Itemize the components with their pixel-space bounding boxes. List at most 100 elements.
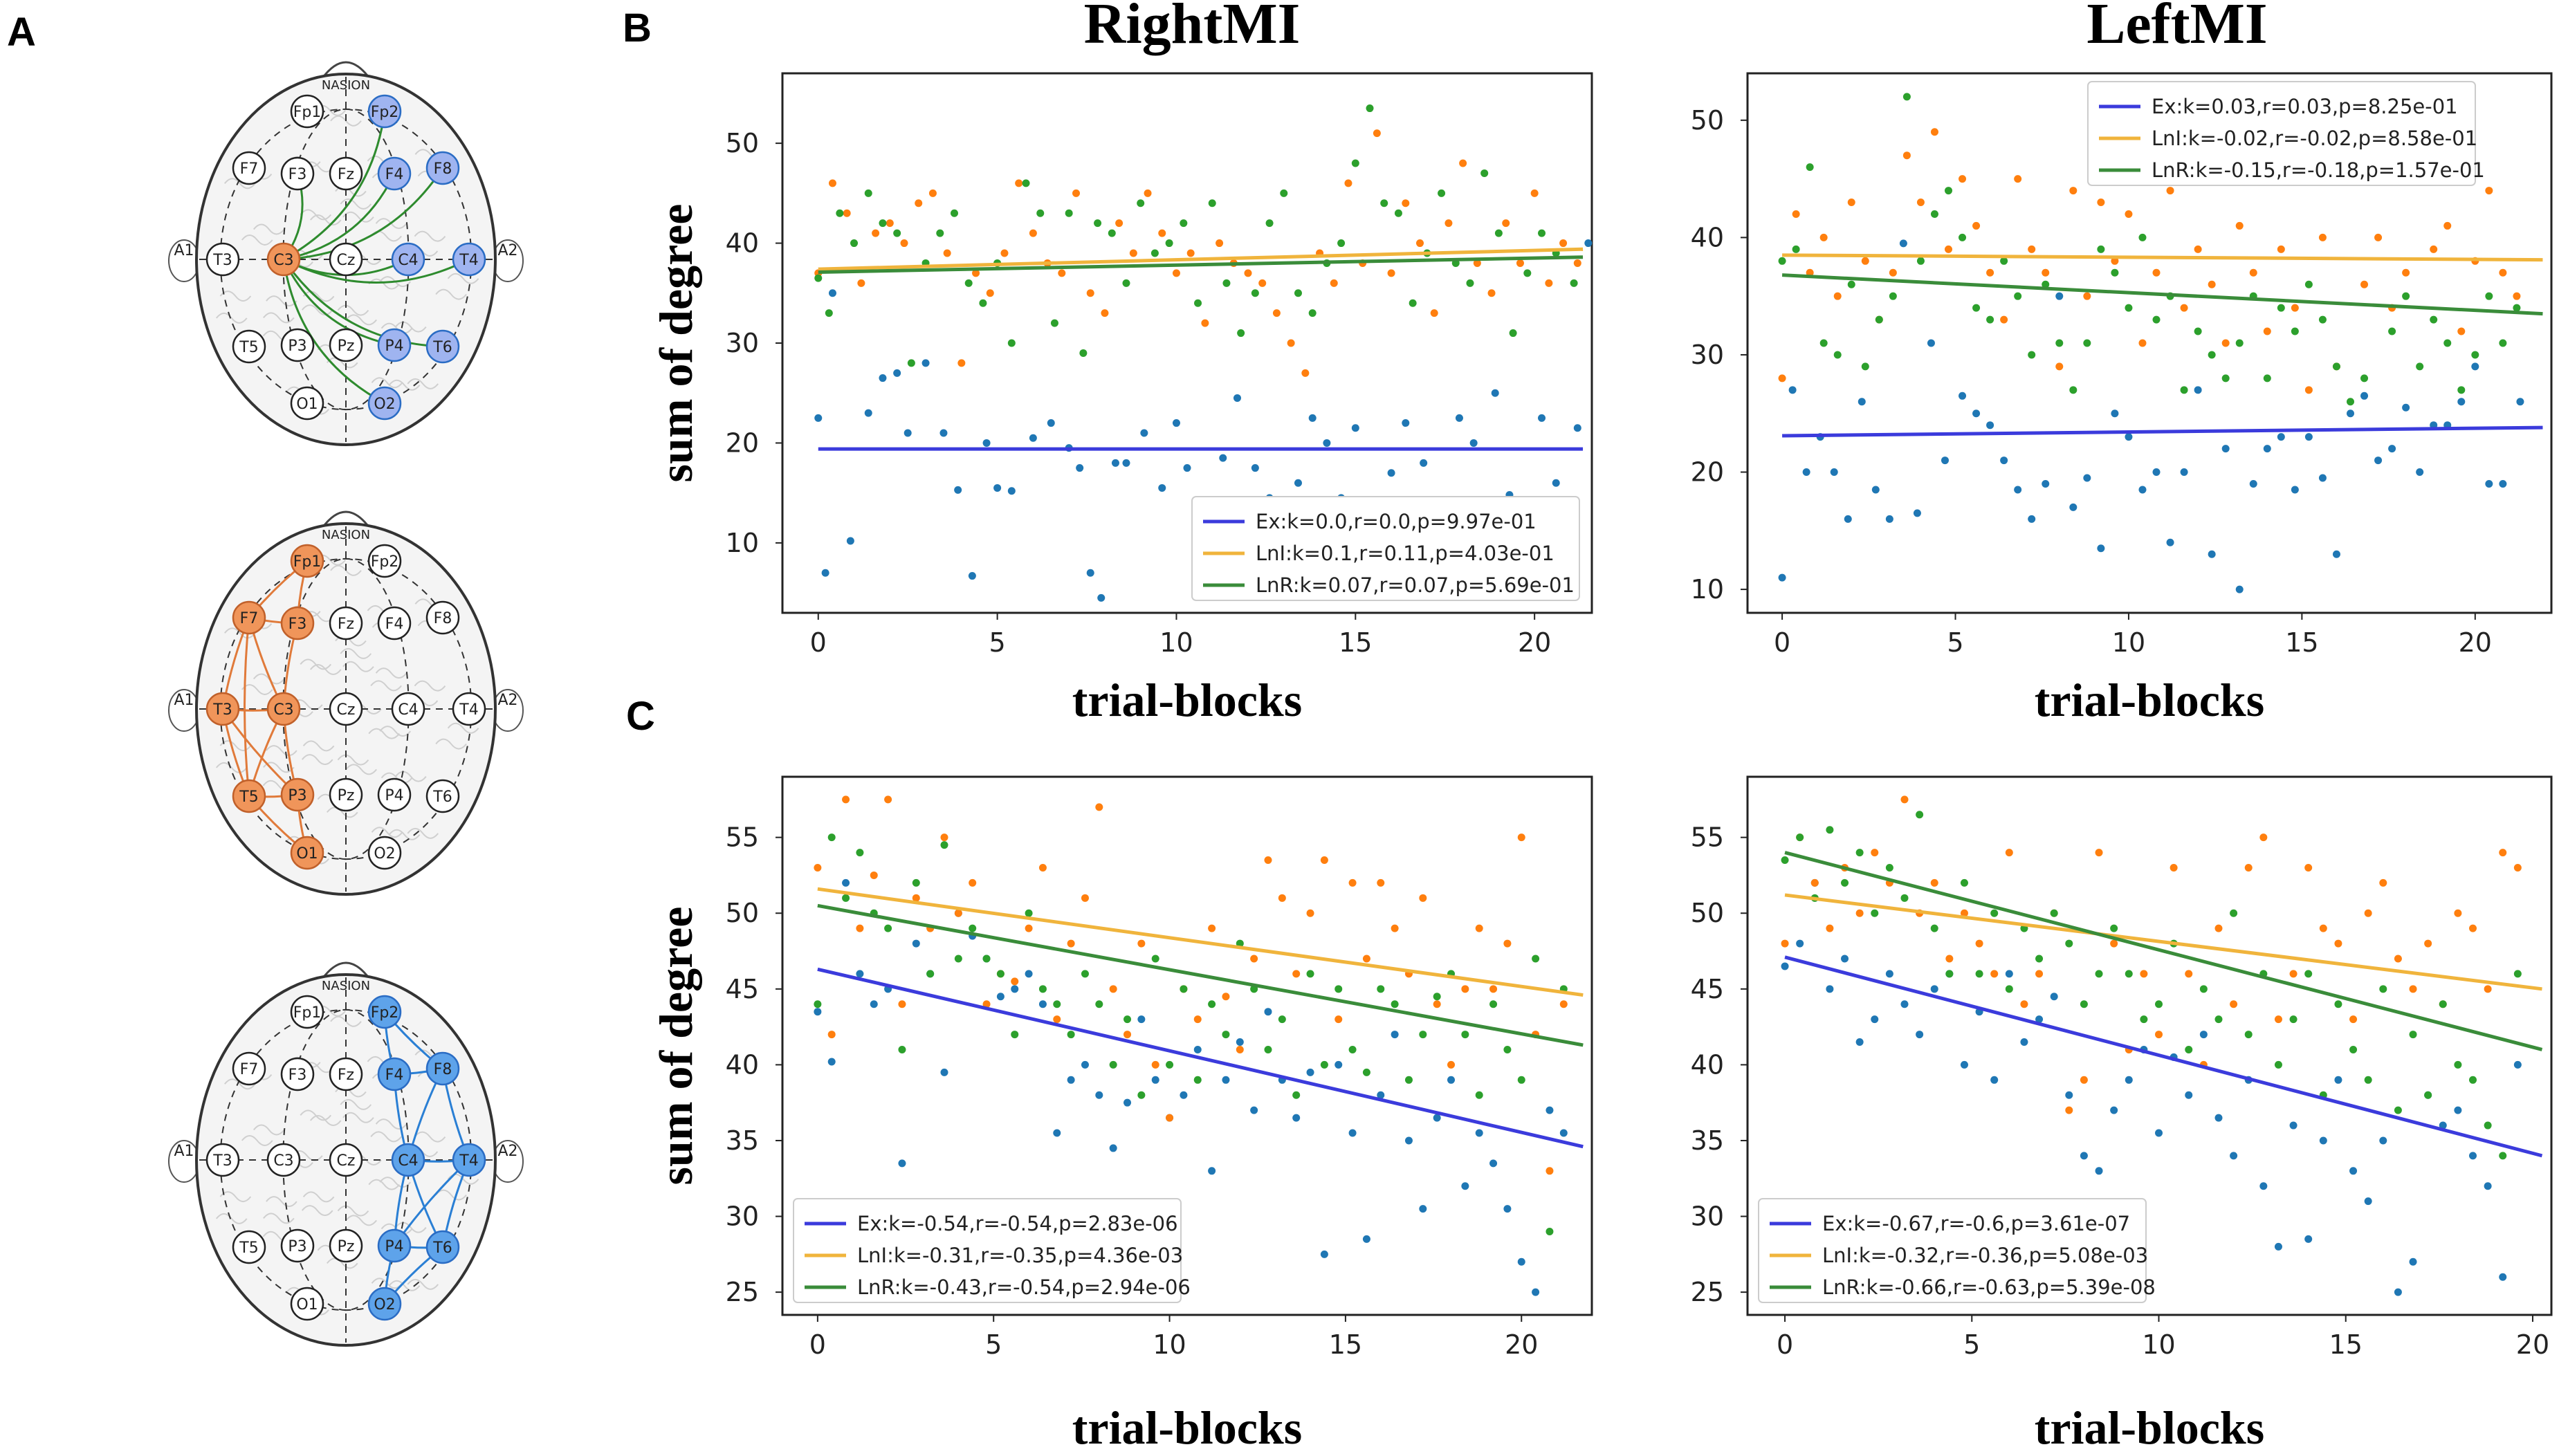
point-ex-6 — [893, 369, 901, 377]
connection-c3-t6 — [282, 259, 443, 348]
electrode-label-p4: P4 — [385, 787, 403, 804]
point-lni-34 — [2289, 970, 2297, 978]
point-lni-20 — [1095, 803, 1103, 811]
brain-fold — [301, 754, 333, 766]
x-tick-label-0: 0 — [1777, 1329, 1793, 1360]
point-ex-39 — [1362, 1235, 1370, 1243]
brain-fold — [342, 211, 374, 223]
brain-fold — [263, 1213, 295, 1224]
electrode-label-f4: F4 — [385, 1067, 404, 1084]
fit-line-lnr — [818, 255, 1584, 274]
point-ex-49 — [2513, 1060, 2522, 1069]
connection-c3-o2 — [282, 259, 385, 405]
point-lnr-32 — [1264, 1045, 1272, 1053]
point-ex-14 — [1011, 985, 1019, 993]
y-tick-label-30: 30 — [1691, 340, 1724, 370]
nasion-label: NASION — [322, 78, 370, 93]
point-ex-23 — [1137, 1015, 1146, 1024]
point-lni-47 — [2430, 245, 2438, 253]
point-lni-52 — [1559, 239, 1568, 248]
point-lni-16 — [2000, 315, 2008, 324]
point-lnr-42 — [1409, 299, 1417, 307]
point-ex-24 — [1151, 1076, 1159, 1084]
electrode-p4 — [377, 777, 412, 812]
point-lnr-12 — [979, 299, 987, 307]
point-lni-26 — [2138, 339, 2147, 347]
point-lni-13 — [1975, 939, 1983, 948]
y-tick-label-20: 20 — [726, 427, 759, 458]
point-ex-43 — [1419, 1205, 1427, 1213]
brain-fold — [371, 377, 403, 389]
point-ex-12 — [982, 439, 991, 447]
point-ex-45 — [2402, 403, 2410, 412]
point-lnr-5 — [1847, 280, 1855, 288]
electrode-fz — [329, 1057, 363, 1091]
point-ex-39 — [2364, 1197, 2372, 1206]
electrode-label-o2: O2 — [374, 845, 395, 863]
point-ex-14 — [1007, 487, 1016, 495]
point-lnr-50 — [1517, 1076, 1525, 1084]
point-lnr-49 — [1509, 329, 1517, 338]
point-lnr-8 — [1900, 894, 1909, 902]
point-lnr-22 — [1122, 279, 1130, 287]
point-lnr-38 — [1351, 159, 1359, 167]
point-lni-33 — [1278, 894, 1286, 902]
brain-fold — [253, 223, 285, 235]
electrode-label-t5: T5 — [239, 1240, 258, 1257]
series-lni-points — [814, 795, 1568, 1175]
point-ex-22 — [2083, 474, 2091, 482]
brain-fold — [388, 829, 421, 840]
electrode-label-fz: Fz — [338, 616, 354, 633]
point-ex-36 — [2319, 1136, 2327, 1145]
point-lni-11 — [969, 878, 977, 887]
point-lni-37 — [2291, 304, 2299, 312]
x-tick-label-5: 5 — [1947, 627, 1963, 658]
point-lni-30 — [2230, 1000, 2238, 1008]
point-ex-27 — [1193, 1045, 1202, 1053]
point-lni-22 — [2110, 939, 2118, 948]
y-tick-label-45: 45 — [1691, 974, 1724, 1004]
left-ear-label: A1 — [174, 1143, 194, 1160]
electrode-label-o2: O2 — [374, 1296, 395, 1314]
electrode-label-fp2: Fp2 — [371, 553, 399, 571]
point-ex-46 — [2469, 1152, 2477, 1160]
point-lnr-14 — [1972, 304, 1981, 312]
point-lni-47 — [1475, 924, 1483, 932]
point-lni-17 — [2035, 970, 2044, 978]
point-lni-29 — [2214, 924, 2223, 932]
electrode-label-t6: T6 — [432, 789, 452, 806]
point-ex-10 — [1930, 985, 1938, 993]
point-ex-33 — [2235, 585, 2244, 593]
brain-fold — [309, 1115, 342, 1127]
point-lni-39 — [1362, 955, 1370, 963]
point-ex-15 — [1029, 434, 1037, 442]
y-tick-label-50: 50 — [1691, 105, 1724, 136]
point-lni-6 — [1861, 257, 1869, 265]
point-lnr-9 — [936, 229, 944, 237]
point-lnr-29 — [1222, 1031, 1230, 1039]
point-ex-42 — [1404, 1136, 1413, 1145]
point-lni-23 — [1144, 189, 1152, 197]
point-lni-20 — [1101, 309, 1109, 317]
right-ear-label: A2 — [497, 242, 517, 259]
point-lni-44 — [1444, 219, 1453, 228]
electrode-t5 — [232, 329, 266, 364]
point-ex-45 — [2454, 1106, 2462, 1114]
electrode-label-c4: C4 — [398, 701, 418, 719]
point-lni-14 — [1015, 179, 1023, 187]
y-axis-label: sum of degree — [650, 907, 702, 1186]
point-lnr-35 — [2263, 374, 2271, 383]
point-lnr-26 — [1180, 219, 1188, 228]
left-ear-label: A1 — [174, 692, 194, 709]
legend: Ex:k=-0.67,r=-0.6,p=3.61e-07 LnI:k=-0.32,… — [1758, 1198, 2156, 1303]
point-lni-29 — [2180, 304, 2188, 312]
point-ex-27 — [2152, 468, 2161, 477]
point-lni-24 — [1158, 229, 1166, 237]
point-lni-46 — [1461, 985, 1469, 993]
point-ex-17 — [1053, 1129, 1061, 1137]
point-lni-45 — [2454, 909, 2462, 917]
legend-label-lnr: LnR:k=-0.15,r=-0.18,p=1.57e-01 — [2152, 158, 2485, 182]
point-lni-12 — [982, 1000, 991, 1008]
point-lnr-44 — [1433, 993, 1441, 1001]
point-lnr-12 — [982, 955, 991, 963]
